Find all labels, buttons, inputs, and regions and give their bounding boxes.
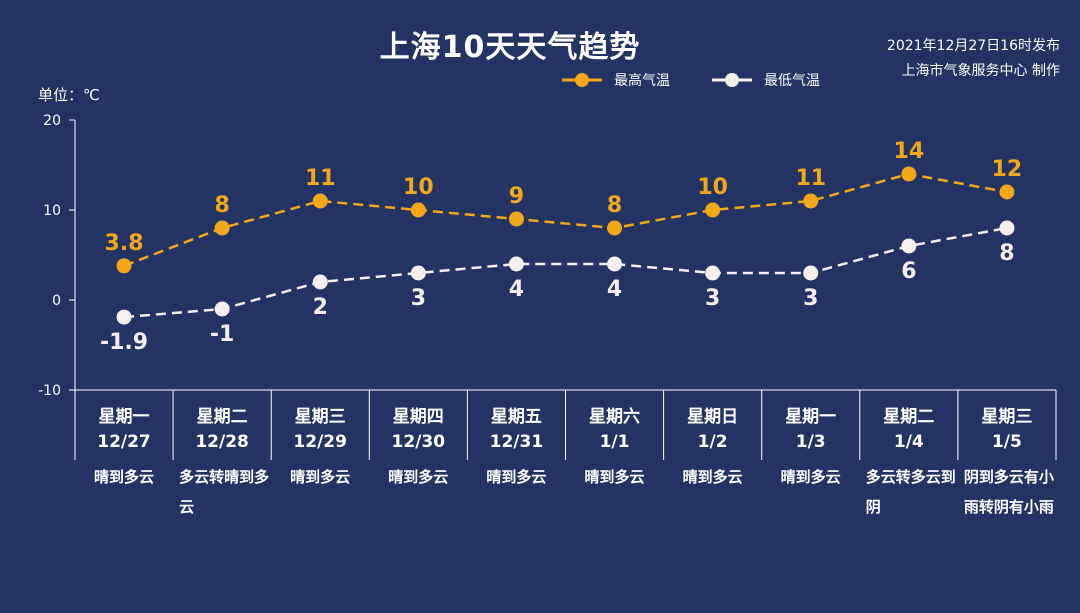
day-date: 1/4 — [893, 432, 924, 452]
legend-low-icon — [712, 73, 752, 87]
day-date: 1/3 — [795, 432, 826, 452]
high-temp-point — [116, 258, 132, 274]
low-temp-label: -1 — [210, 322, 234, 347]
legend-high: 最高气温 — [562, 70, 670, 90]
day-weekday: 星期一 — [98, 407, 150, 427]
low-temp-point — [508, 256, 524, 272]
day-date: 12/29 — [293, 432, 347, 452]
high-temp-point — [705, 202, 721, 218]
high-temp-point — [312, 193, 328, 209]
day-weather: 晴到多云 — [780, 468, 841, 486]
low-temp-label: 3 — [705, 286, 720, 311]
issue-time: 2021年12月27日16时发布 — [886, 38, 1060, 54]
day-date: 1/2 — [697, 432, 728, 452]
day-weekday: 星期日 — [687, 407, 739, 427]
low-temp-label: 4 — [509, 277, 524, 302]
low-temp-label: 3 — [803, 286, 818, 311]
high-temp-label: 14 — [894, 139, 925, 164]
y-tick-label: -10 — [38, 383, 61, 399]
low-temp-point — [705, 265, 721, 281]
day-weekday: 星期二 — [883, 407, 935, 427]
high-temp-label: 9 — [509, 184, 524, 209]
high-temp-line — [123, 172, 1008, 267]
high-temp-point — [214, 220, 230, 236]
low-temp-point — [901, 238, 917, 254]
day-weekday: 星期三 — [294, 407, 346, 427]
legend-low: 最低气温 — [712, 70, 820, 90]
day-weather: 晴到多云 — [584, 468, 645, 486]
day-weekday: 星期二 — [196, 407, 248, 427]
day-date: 12/31 — [489, 432, 544, 452]
low-temp-label: 3 — [411, 286, 426, 311]
low-temp-label: 2 — [313, 295, 328, 320]
high-temp-label: 8 — [607, 193, 622, 218]
day-date: 12/28 — [195, 432, 249, 452]
low-temp-point — [116, 309, 132, 325]
high-temp-label: 12 — [992, 157, 1023, 182]
low-temp-point — [803, 265, 819, 281]
high-temp-label: 10 — [403, 175, 434, 200]
low-temp-point — [607, 256, 623, 272]
legend-high-icon — [562, 73, 602, 87]
high-temp-point — [410, 202, 426, 218]
low-temp-label: -1.9 — [100, 330, 148, 355]
day-weekday: 星期三 — [981, 407, 1033, 427]
high-temp-point — [607, 220, 623, 236]
legend-high-label: 最高气温 — [614, 73, 670, 89]
issuer: 上海市气象服务中心 制作 — [901, 63, 1060, 79]
day-weekday: 星期四 — [392, 407, 444, 427]
low-temp-point — [214, 301, 230, 317]
low-temp-line — [123, 226, 1008, 319]
low-temp-label: 8 — [999, 241, 1014, 266]
day-weekday: 星期六 — [589, 407, 640, 427]
day-weather: 多云转多云到阴 — [865, 468, 956, 516]
unit-label: 单位：℃ — [38, 86, 100, 104]
day-date: 12/30 — [391, 432, 446, 452]
day-weather: 晴到多云 — [682, 468, 743, 486]
day-weather: 晴到多云 — [290, 468, 351, 486]
day-date: 12/27 — [97, 432, 151, 452]
high-temp-label: 11 — [305, 166, 336, 191]
legend-low-label: 最低气温 — [764, 73, 820, 89]
high-temp-label: 8 — [214, 193, 229, 218]
high-temp-label: 11 — [795, 166, 826, 191]
high-temp-label: 3.8 — [105, 231, 144, 256]
low-temp-point — [999, 220, 1015, 236]
day-weather: 多云转晴到多云 — [179, 468, 270, 516]
day-weather: 阴到多云有小雨转阴有小雨 — [963, 468, 1054, 516]
day-weekday: 星期一 — [785, 407, 837, 427]
day-weather: 晴到多云 — [388, 468, 449, 486]
y-tick-label: 10 — [43, 203, 61, 219]
high-temp-point — [508, 211, 524, 227]
y-tick-label: 20 — [43, 113, 61, 129]
day-weather: 晴到多云 — [486, 468, 547, 486]
high-temp-point — [901, 166, 917, 182]
low-temp-point — [410, 265, 426, 281]
y-tick-label: 0 — [52, 293, 61, 309]
high-temp-point — [999, 184, 1015, 200]
low-temp-label: 6 — [901, 259, 916, 284]
low-temp-label: 4 — [607, 277, 622, 302]
issue-info: 2021年12月27日16时发布 上海市气象服务中心 制作 — [887, 34, 1060, 84]
day-date: 1/5 — [991, 432, 1022, 452]
high-temp-label: 10 — [697, 175, 728, 200]
high-temp-point — [803, 193, 819, 209]
day-date: 1/1 — [599, 432, 630, 452]
low-temp-point — [312, 274, 328, 290]
day-weekday: 星期五 — [490, 407, 542, 427]
chart-title: 上海10天天气趋势 — [379, 30, 641, 65]
day-weather: 晴到多云 — [93, 468, 154, 486]
